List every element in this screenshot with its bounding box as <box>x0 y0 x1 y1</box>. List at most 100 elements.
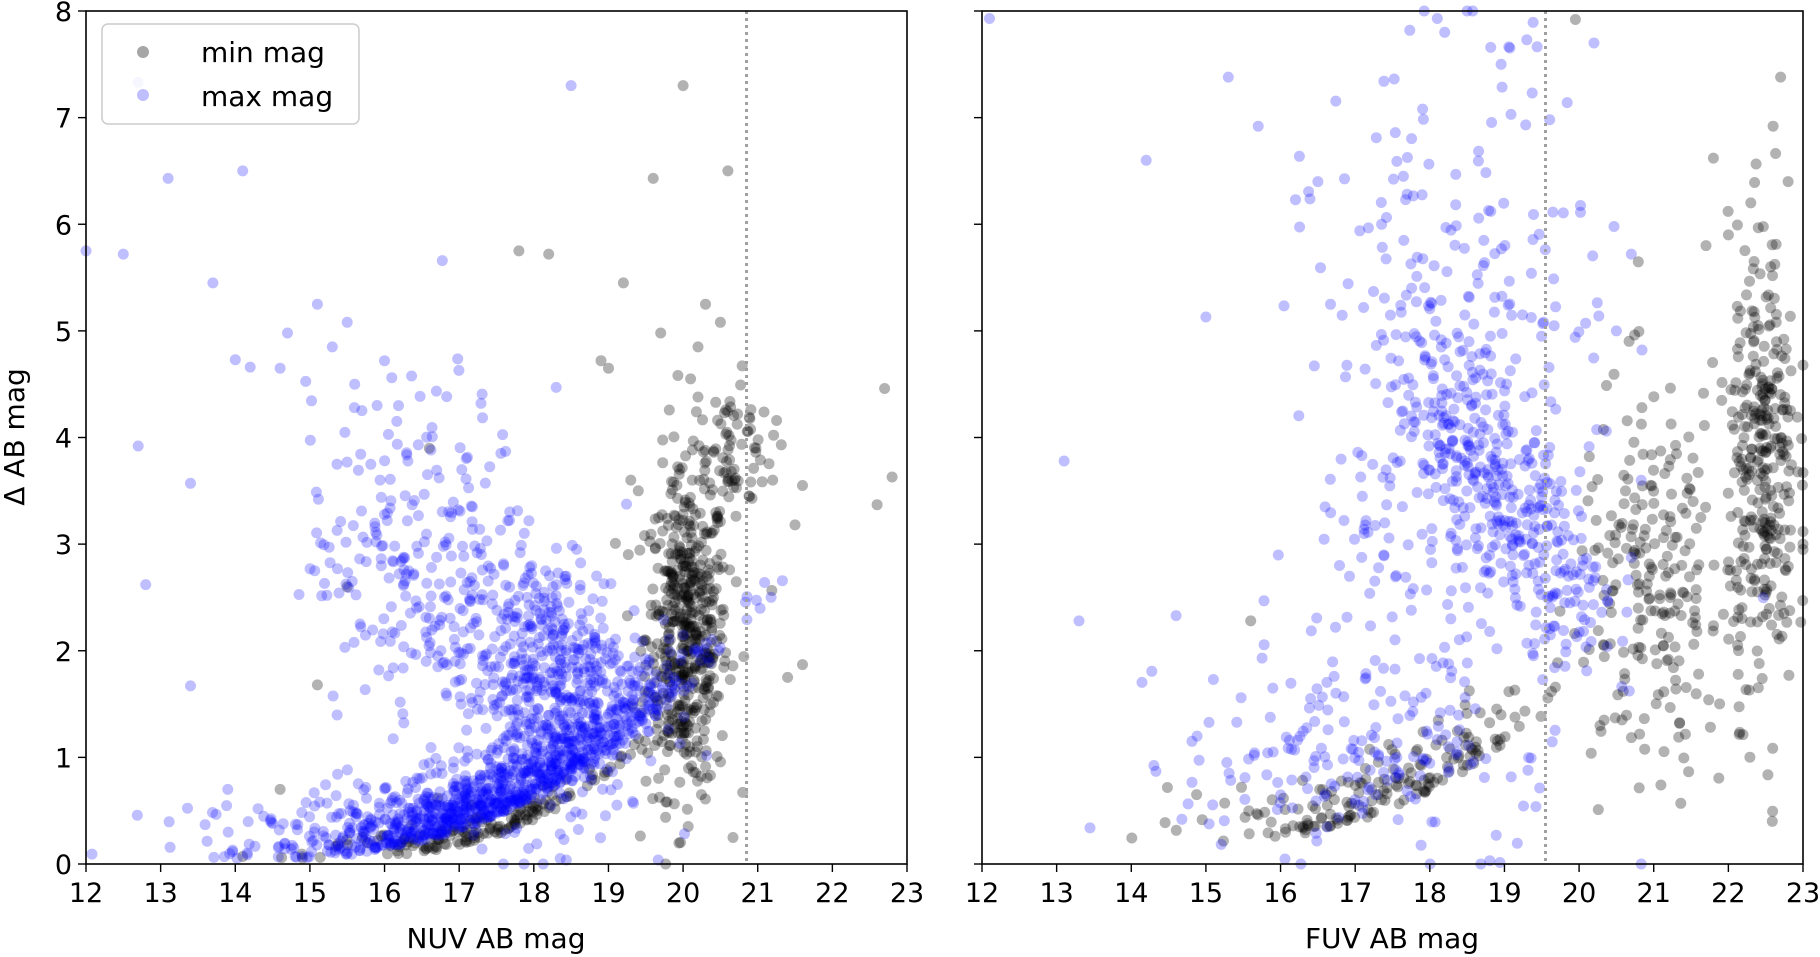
min-mag-point <box>711 513 723 525</box>
min-mag-point <box>663 704 675 716</box>
max-mag-point <box>480 722 492 734</box>
max-mag-point <box>1308 755 1320 767</box>
min-mag-point <box>871 499 883 511</box>
min-mag-point <box>650 599 662 611</box>
max-mag-point <box>525 789 537 801</box>
min-mag-point <box>1729 467 1740 479</box>
min-mag-point <box>1767 120 1779 132</box>
max-mag-point <box>426 562 437 573</box>
min-mag-point <box>1265 816 1277 828</box>
max-mag-point <box>474 799 486 811</box>
max-mag-point <box>1590 561 1602 573</box>
max-mag-point <box>511 798 523 809</box>
min-mag-point <box>702 614 713 626</box>
min-mag-point <box>668 659 680 670</box>
max-mag-point <box>379 455 391 467</box>
min-mag-point <box>701 583 713 595</box>
max-mag-point <box>1565 558 1577 570</box>
max-mag-point <box>1391 737 1403 749</box>
min-mag-point <box>1784 405 1796 416</box>
min-mag-point <box>682 727 694 739</box>
max-mag-point <box>399 831 411 843</box>
max-mag-point <box>435 645 447 657</box>
max-mag-point <box>221 800 233 812</box>
max-mag-point <box>692 644 704 656</box>
min-mag-point <box>614 758 626 770</box>
max-mag-point <box>485 562 497 574</box>
max-mag-point <box>1484 330 1496 342</box>
max-mag-point <box>567 744 579 756</box>
max-mag-point <box>330 790 342 802</box>
max-mag-point <box>341 456 353 468</box>
min-mag-point <box>1756 673 1768 684</box>
max-mag-point <box>1467 755 1479 767</box>
max-mag-point <box>1426 557 1438 569</box>
min-mag-point <box>648 651 660 663</box>
min-mag-point <box>1503 686 1515 698</box>
max-mag-point <box>381 837 393 849</box>
min-mag-point <box>683 645 695 657</box>
max-mag-point <box>458 798 470 810</box>
min-mag-point <box>707 652 719 664</box>
max-mag-point <box>1461 657 1473 669</box>
max-mag-point <box>434 786 446 798</box>
min-mag-point <box>722 444 734 456</box>
max-mag-point <box>494 785 506 797</box>
max-mag-point <box>392 816 404 828</box>
max-mag-point <box>1625 552 1637 563</box>
max-mag-point <box>1258 595 1270 607</box>
max-mag-point <box>443 808 455 820</box>
max-mag-point <box>1757 592 1769 604</box>
min-mag-point <box>1778 333 1790 345</box>
min-mag-point <box>696 584 708 596</box>
min-mag-point <box>667 671 679 683</box>
min-mag-point <box>1698 420 1710 431</box>
min-mag-point <box>727 832 739 843</box>
min-mag-point <box>1734 305 1746 317</box>
min-mag-point <box>1671 448 1682 460</box>
max-mag-point <box>440 687 452 699</box>
min-mag-point <box>663 622 675 634</box>
max-mag-point <box>675 655 687 667</box>
max-mag-point <box>1136 676 1148 688</box>
min-mag-point <box>1592 474 1604 485</box>
min-mag-point <box>663 628 675 640</box>
max-mag-point <box>611 749 623 761</box>
min-mag-point <box>665 566 677 578</box>
max-mag-point <box>611 799 623 811</box>
min-mag-point <box>679 671 691 683</box>
max-mag-point <box>460 770 471 782</box>
max-mag-point <box>418 536 430 548</box>
min-mag-point <box>1732 639 1744 651</box>
min-mag-point <box>1695 512 1707 523</box>
min-mag-point <box>1745 328 1757 339</box>
max-mag-point <box>1463 359 1475 371</box>
max-mag-point <box>552 767 564 779</box>
min-mag-point <box>1549 681 1561 693</box>
max-mag-point <box>420 655 432 667</box>
max-mag-point <box>365 458 377 470</box>
max-mag-point <box>529 766 541 778</box>
min-mag-point <box>1732 537 1744 549</box>
min-mag-point <box>1759 383 1771 395</box>
min-mag-point <box>664 634 676 646</box>
max-mag-point <box>399 490 411 502</box>
max-mag-point <box>570 806 582 818</box>
min-mag-point <box>696 630 708 642</box>
max-mag-point <box>1330 621 1341 633</box>
min-mag-point <box>699 444 711 456</box>
min-mag-point <box>696 579 708 591</box>
min-mag-point <box>695 654 707 666</box>
min-mag-point <box>703 681 715 693</box>
min-mag-point <box>684 580 696 591</box>
min-mag-point <box>429 840 441 852</box>
max-mag-point <box>397 662 409 674</box>
min-mag-point <box>690 592 702 603</box>
min-mag-point <box>782 671 794 683</box>
max-mag-point <box>1491 438 1503 450</box>
min-mag-point <box>459 826 471 838</box>
min-mag-point <box>685 606 697 618</box>
min-mag-point <box>707 652 718 663</box>
max-mag-point <box>611 779 623 790</box>
min-mag-point <box>674 553 686 565</box>
